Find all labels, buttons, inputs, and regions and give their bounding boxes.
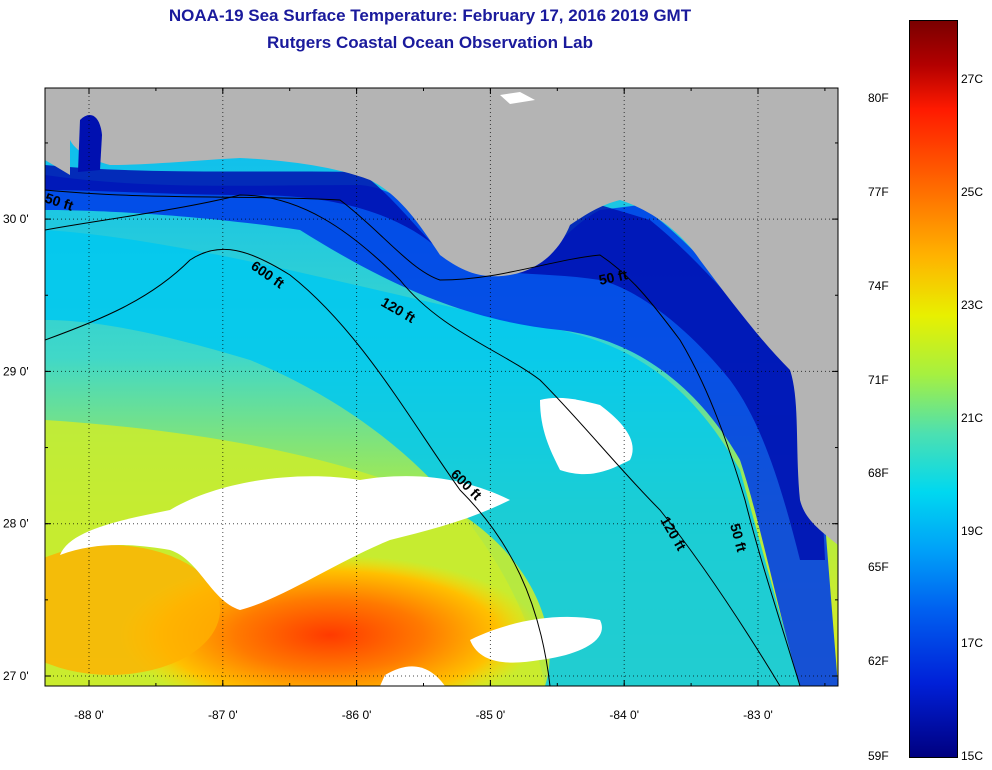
- colorbar-celsius-label: 25C: [961, 185, 984, 199]
- graticule: [45, 88, 838, 686]
- cloud: [380, 666, 445, 686]
- lon-tick-label: -83 0': [743, 708, 773, 722]
- map-frame: [44, 87, 839, 687]
- cloud: [470, 616, 602, 663]
- colorbar-celsius-label: 23C: [961, 298, 984, 312]
- lon-tick-label: -86 0': [342, 708, 372, 722]
- nearshore-water: [45, 175, 838, 686]
- colorbar-celsius-label: 19C: [961, 524, 984, 538]
- contour-50ft: [45, 189, 801, 686]
- map-subtitle: Rutgers Coastal Ocean Observation Lab: [267, 33, 593, 52]
- lat-tick-label: 27 0': [3, 669, 29, 683]
- colorbar-celsius-label: 17C: [961, 636, 984, 650]
- contour-600ft: [45, 248, 551, 686]
- lat-tick-label: 30 0': [3, 212, 29, 226]
- map-title: NOAA-19 Sea Surface Temperature: Februar…: [168, 6, 692, 25]
- colorbar-fahrenheit-label: 77F: [868, 185, 889, 199]
- lon-tick-label: -85 0': [476, 708, 506, 722]
- contour-120ft: [45, 194, 781, 686]
- colorbar-celsius-label: 15C: [961, 749, 984, 763]
- lon-tick-label: -84 0': [609, 708, 639, 722]
- colorbar-celsius-label: 21C: [961, 411, 984, 425]
- colorbar-fahrenheit-label: 59F: [868, 749, 889, 763]
- bay-water: [78, 115, 102, 172]
- lat-tick-label: 29 0': [3, 364, 29, 378]
- colorbar-fahrenheit-label: 80F: [868, 91, 889, 105]
- tick-marks: [45, 88, 838, 686]
- cloud: [500, 92, 535, 104]
- colorbar-fahrenheit-label: 71F: [868, 373, 889, 387]
- lon-tick-label: -87 0': [208, 708, 238, 722]
- contour-label-50ft-east: 50 ft: [597, 266, 629, 288]
- colorbar-celsius-label: 27C: [961, 72, 984, 86]
- cool-water: [45, 230, 800, 686]
- colorbar: [909, 20, 958, 758]
- tick-labels: -88 0' -87 0' -86 0' -85 0' -84 0' -83 0' 30 0…: [3, 212, 773, 722]
- colorbar-fahrenheit-label: 62F: [868, 654, 889, 668]
- warm-patch: [45, 545, 220, 675]
- colorbar-fahrenheit-label: 65F: [868, 560, 889, 574]
- coastal-water: [45, 165, 825, 560]
- cloud: [60, 476, 510, 610]
- colorbar-fahrenheit-label: 68F: [868, 466, 889, 480]
- lon-tick-label: -88 0': [74, 708, 104, 722]
- lat-tick-label: 28 0': [3, 517, 29, 531]
- map-image: [45, 88, 838, 686]
- contour-label-50ft-south: 50 ft: [727, 522, 750, 554]
- land: [45, 88, 838, 545]
- colorbar-fahrenheit-label: 74F: [868, 279, 889, 293]
